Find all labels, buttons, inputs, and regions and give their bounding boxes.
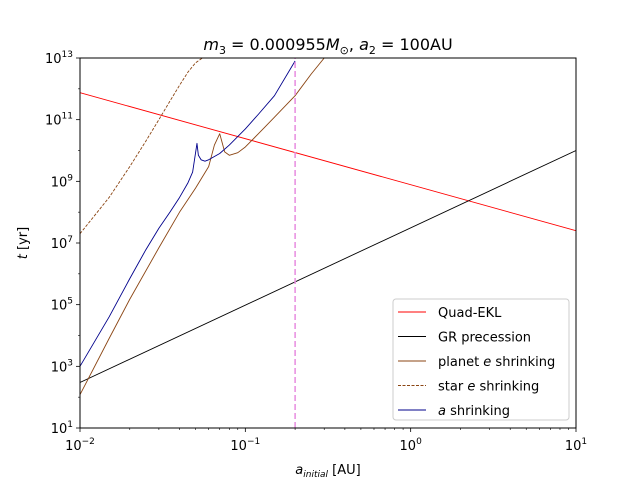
x-tick-label-1: 10−1: [230, 437, 260, 454]
series-line-3: [80, 58, 203, 235]
y-tick-label-6: 1013: [45, 50, 73, 67]
legend-label-2: planet e shrinking: [438, 355, 555, 370]
legend: Quad-EKL GR precession planet e shrinking s…: [392, 298, 570, 421]
y-tick-label-2: 105: [51, 297, 73, 314]
legend-label-4: a shrinking: [438, 404, 510, 419]
legend-box: [392, 298, 570, 421]
tick-layer: 10−2 10−1 100 101 101 103 105 107 109 1011 1013: [45, 50, 587, 454]
y-tick-label-4: 109: [51, 173, 74, 190]
legend-label-1: GR precession: [438, 331, 531, 346]
y-tick-label-0: 101: [51, 420, 73, 437]
chart-title: m3 = 0.000955M⊙, a2 = 100AU: [203, 35, 452, 57]
legend-label-0: Quad-EKL: [438, 306, 502, 321]
series-line-1: [80, 150, 576, 383]
y-tick-label-3: 107: [51, 235, 73, 252]
legend-label-3: star e shrinking: [438, 380, 539, 395]
y-axis-label: t [yr]: [16, 227, 31, 259]
x-tick-label-0: 10−2: [65, 437, 95, 454]
y-tick-label-1: 103: [51, 358, 73, 375]
x-tick-label-2: 100: [400, 437, 423, 454]
x-tick-label-3: 101: [565, 437, 587, 454]
series-line-0: [80, 92, 576, 232]
series-line-2: [80, 58, 325, 395]
series-line-4: [80, 60, 296, 367]
x-axis-label: ainitial [AU]: [295, 463, 360, 480]
series-layer: [80, 58, 576, 428]
y-tick-label-5: 1011: [45, 112, 73, 129]
